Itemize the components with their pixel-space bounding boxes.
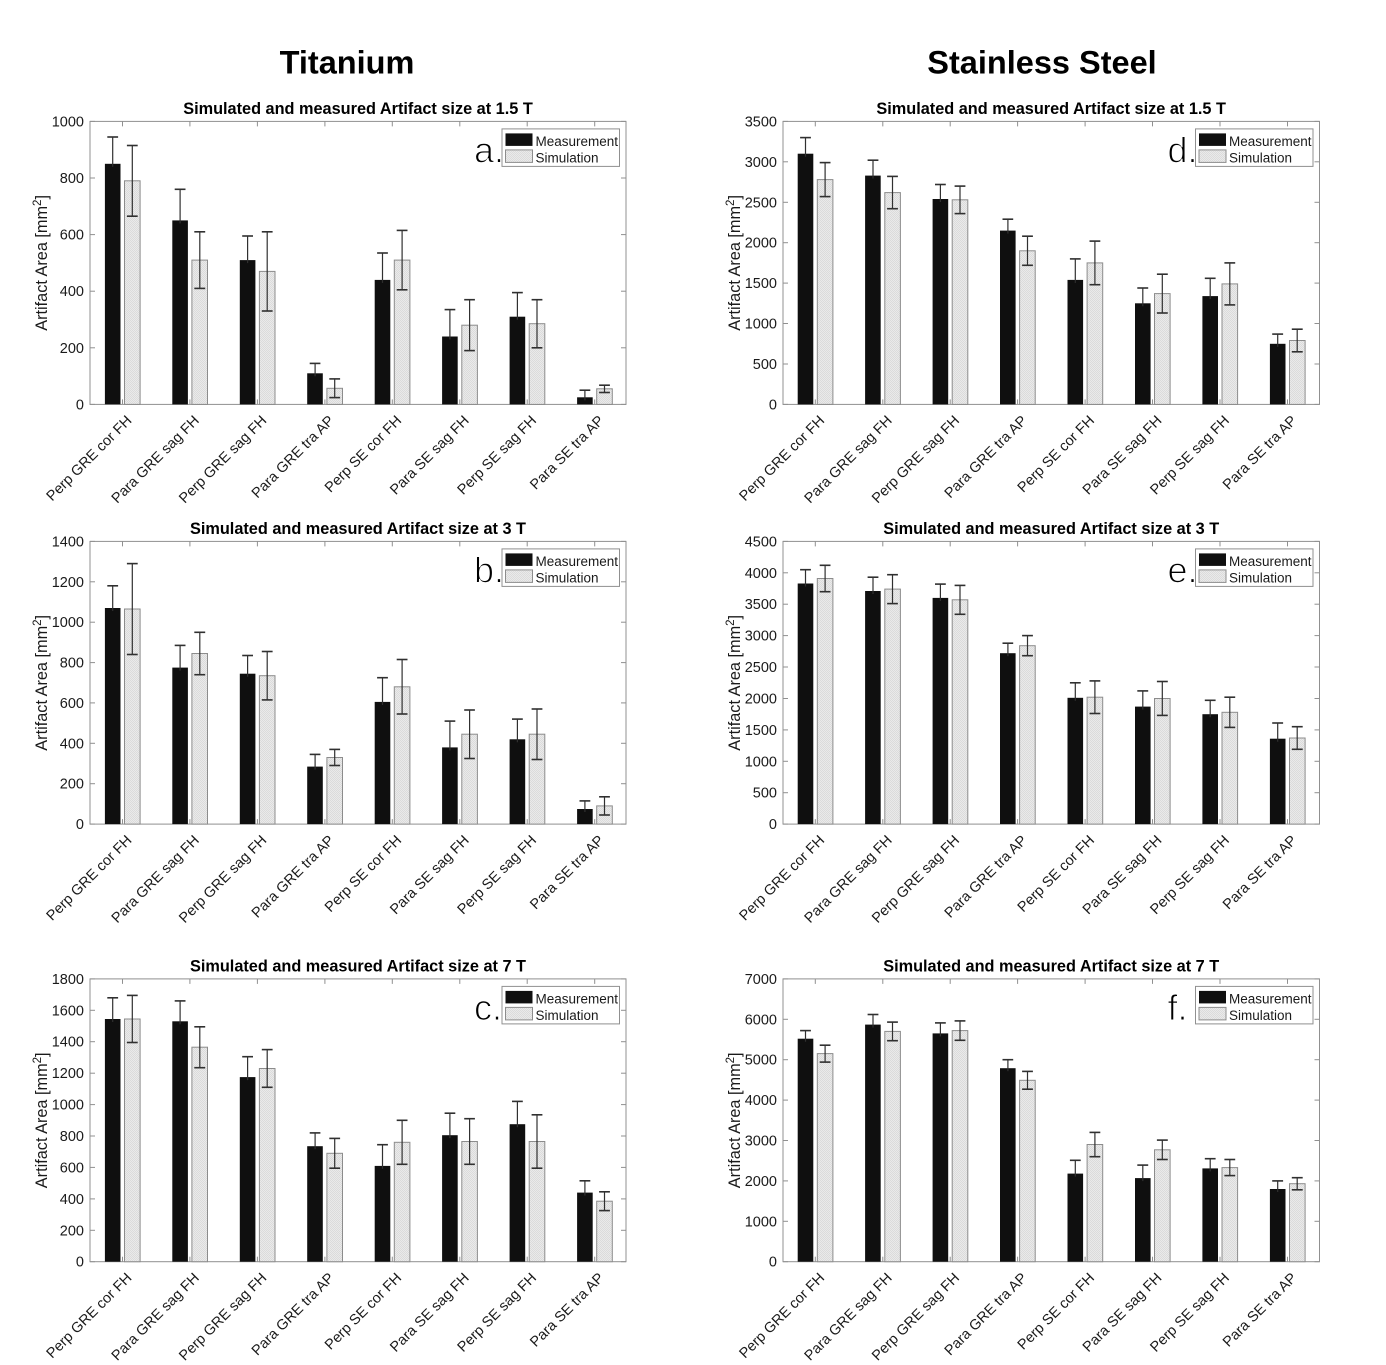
- svg-text:0: 0: [76, 397, 84, 413]
- svg-text:3500: 3500: [745, 597, 777, 613]
- svg-text:Measurement: Measurement: [536, 554, 619, 569]
- svg-text:200: 200: [60, 777, 84, 793]
- svg-text:Simulation: Simulation: [536, 1008, 599, 1023]
- svg-text:4500: 4500: [745, 534, 777, 550]
- svg-text:Artifact Area [mm2]: Artifact Area [mm2]: [32, 1052, 51, 1188]
- svg-text:800: 800: [60, 656, 84, 672]
- svg-text:Measurement: Measurement: [1229, 554, 1312, 569]
- svg-text:200: 200: [60, 1223, 84, 1239]
- svg-text:600: 600: [60, 696, 84, 712]
- svg-text:1600: 1600: [52, 1003, 84, 1019]
- svg-text:3000: 3000: [745, 629, 777, 645]
- svg-text:Artifact Area [mm2]: Artifact Area [mm2]: [725, 195, 744, 331]
- svg-text:Simulation: Simulation: [1229, 570, 1292, 585]
- svg-text:3500: 3500: [745, 114, 777, 130]
- svg-text:600: 600: [60, 1160, 84, 1176]
- svg-text:1000: 1000: [745, 317, 777, 333]
- svg-text:0: 0: [769, 397, 777, 413]
- svg-text:2000: 2000: [745, 236, 777, 252]
- svg-text:500: 500: [753, 357, 777, 373]
- svg-text:500: 500: [753, 786, 777, 802]
- svg-text:2000: 2000: [745, 692, 777, 708]
- svg-text:Simulation: Simulation: [536, 150, 599, 165]
- svg-text:Measurement: Measurement: [536, 134, 619, 149]
- svg-text:2500: 2500: [745, 660, 777, 676]
- svg-text:Artifact Area [mm2]: Artifact Area [mm2]: [32, 615, 51, 751]
- svg-text:Simulation: Simulation: [1229, 1008, 1292, 1023]
- svg-text:Simulated and measured Artifac: Simulated and measured Artifact size at …: [190, 957, 526, 975]
- svg-text:f.: f.: [1168, 987, 1188, 1028]
- svg-text:1400: 1400: [52, 1035, 84, 1051]
- svg-text:b.: b.: [474, 549, 504, 590]
- svg-text:1000: 1000: [52, 615, 84, 631]
- svg-text:2500: 2500: [745, 195, 777, 211]
- svg-text:3000: 3000: [745, 1134, 777, 1150]
- svg-text:400: 400: [60, 284, 84, 300]
- svg-text:Artifact Area [mm2]: Artifact Area [mm2]: [725, 1052, 744, 1188]
- svg-text:1800: 1800: [52, 972, 84, 988]
- svg-text:Measurement: Measurement: [536, 991, 619, 1006]
- svg-text:Simulated and measured Artifac: Simulated and measured Artifact size at …: [190, 520, 526, 538]
- svg-text:d.: d.: [1168, 129, 1198, 170]
- svg-text:200: 200: [60, 341, 84, 357]
- svg-text:800: 800: [60, 171, 84, 187]
- svg-text:400: 400: [60, 736, 84, 752]
- svg-text:1200: 1200: [52, 1066, 84, 1082]
- svg-text:3000: 3000: [745, 155, 777, 171]
- svg-text:400: 400: [60, 1192, 84, 1208]
- svg-text:1000: 1000: [52, 1098, 84, 1114]
- svg-text:0: 0: [76, 1255, 84, 1271]
- svg-text:1500: 1500: [745, 723, 777, 739]
- svg-text:Simulation: Simulation: [536, 570, 599, 585]
- svg-text:7000: 7000: [745, 972, 777, 988]
- svg-text:800: 800: [60, 1129, 84, 1145]
- svg-text:Measurement: Measurement: [1229, 991, 1312, 1006]
- svg-text:4000: 4000: [745, 1093, 777, 1109]
- svg-text:Simulated and measured Artifac: Simulated and measured Artifact size at …: [876, 100, 1226, 118]
- svg-text:0: 0: [76, 817, 84, 833]
- svg-text:1000: 1000: [52, 114, 84, 130]
- svg-text:0: 0: [769, 817, 777, 833]
- svg-text:1400: 1400: [52, 534, 84, 550]
- svg-text:600: 600: [60, 228, 84, 244]
- svg-text:2000: 2000: [745, 1174, 777, 1190]
- svg-text:Simulated and measured Artifac: Simulated and measured Artifact size at …: [883, 520, 1219, 538]
- svg-text:4000: 4000: [745, 566, 777, 582]
- svg-text:1000: 1000: [745, 754, 777, 770]
- svg-text:1500: 1500: [745, 276, 777, 292]
- svg-text:Artifact Area [mm2]: Artifact Area [mm2]: [32, 195, 51, 331]
- svg-text:c.: c.: [474, 987, 502, 1028]
- svg-text:a.: a.: [474, 129, 504, 170]
- svg-text:Simulated and measured Artifac: Simulated and measured Artifact size at …: [883, 957, 1219, 975]
- svg-text:0: 0: [769, 1255, 777, 1271]
- svg-text:Titanium: Titanium: [280, 45, 415, 81]
- svg-text:5000: 5000: [745, 1053, 777, 1069]
- svg-text:Measurement: Measurement: [1229, 134, 1312, 149]
- svg-text:Simulated and measured Artifac: Simulated and measured Artifact size at …: [183, 100, 533, 118]
- svg-text:1200: 1200: [52, 575, 84, 591]
- svg-text:Simulation: Simulation: [1229, 150, 1292, 165]
- svg-text:Stainless Steel: Stainless Steel: [927, 45, 1156, 81]
- svg-text:Artifact Area [mm2]: Artifact Area [mm2]: [725, 615, 744, 751]
- svg-text:1000: 1000: [745, 1214, 777, 1230]
- svg-text:e.: e.: [1168, 549, 1198, 590]
- svg-text:6000: 6000: [745, 1012, 777, 1028]
